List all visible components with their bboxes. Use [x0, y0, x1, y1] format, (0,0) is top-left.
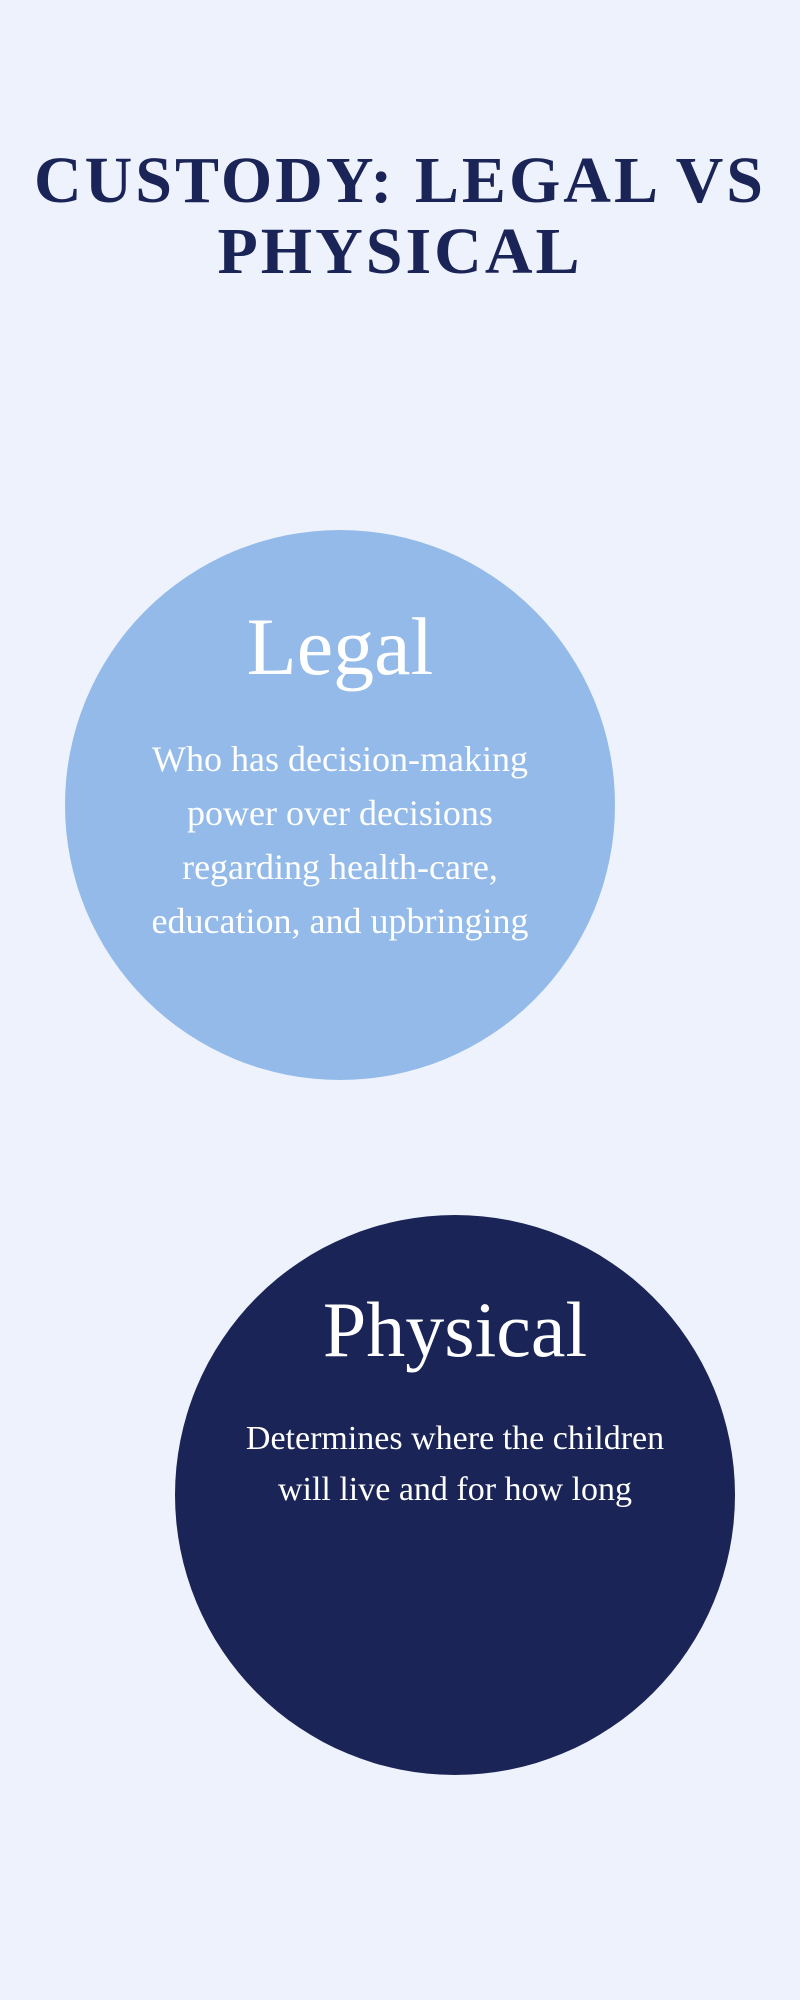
infographic-container: CUSTODY: LEGAL VS PHYSICAL Legal Who has… — [0, 0, 800, 2000]
physical-body: Determines where the children will live … — [175, 1413, 735, 1515]
legal-heading: Legal — [247, 600, 434, 694]
physical-heading: Physical — [323, 1285, 587, 1375]
main-title: CUSTODY: LEGAL VS PHYSICAL — [0, 0, 800, 288]
physical-circle: Physical Determines where the children w… — [175, 1215, 735, 1775]
legal-body: Who has decision-making power over decis… — [65, 732, 615, 948]
legal-circle: Legal Who has decision-making power over… — [65, 530, 615, 1080]
